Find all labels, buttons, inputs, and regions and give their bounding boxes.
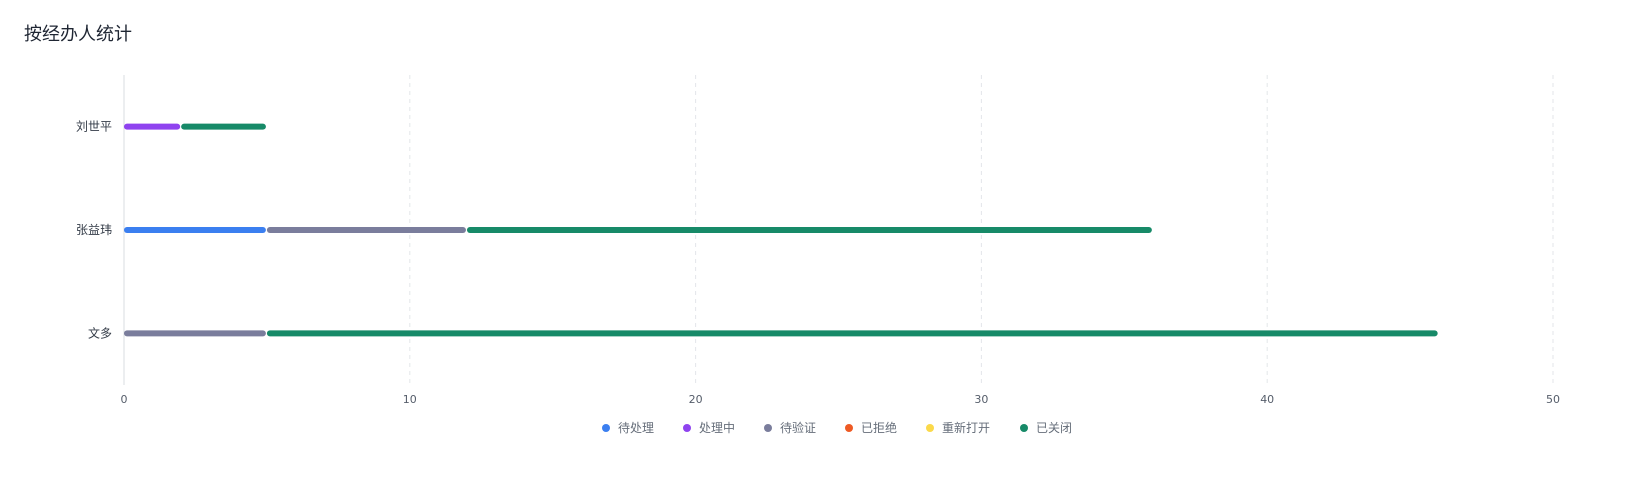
legend-marker (926, 424, 934, 432)
legend-label: 已拒绝 (861, 420, 897, 435)
y-category-label: 文多 (88, 325, 112, 340)
legend-label: 已关闭 (1036, 421, 1072, 435)
legend-marker (602, 424, 610, 432)
bar-segment (124, 330, 266, 337)
legend-marker (683, 424, 691, 432)
legend-marker (845, 424, 853, 432)
x-tick-label: 20 (689, 393, 703, 406)
bar-segment (124, 227, 266, 233)
legend-label: 重新打开 (942, 420, 990, 435)
legend-label: 待处理 (618, 421, 654, 435)
bar-segment (124, 123, 181, 130)
x-tick-label: 0 (121, 393, 128, 406)
bar-segment (266, 227, 466, 233)
x-tick-label: 30 (974, 393, 988, 406)
bar-segment (266, 330, 1438, 337)
y-category-label: 张益玮 (76, 223, 112, 237)
legend-label: 处理中 (699, 420, 735, 435)
x-tick-label: 50 (1546, 393, 1560, 406)
legend-marker (1020, 424, 1028, 432)
legend-label: 待验证 (780, 420, 816, 435)
x-tick-label: 40 (1260, 393, 1274, 406)
legend-marker (764, 424, 772, 432)
chart-title: 按经办人统计 (24, 24, 132, 45)
bar-segment (181, 123, 266, 130)
x-tick-label: 10 (403, 393, 417, 406)
y-category-label: 刘世平 (76, 120, 112, 134)
bar-segment (466, 227, 1152, 233)
